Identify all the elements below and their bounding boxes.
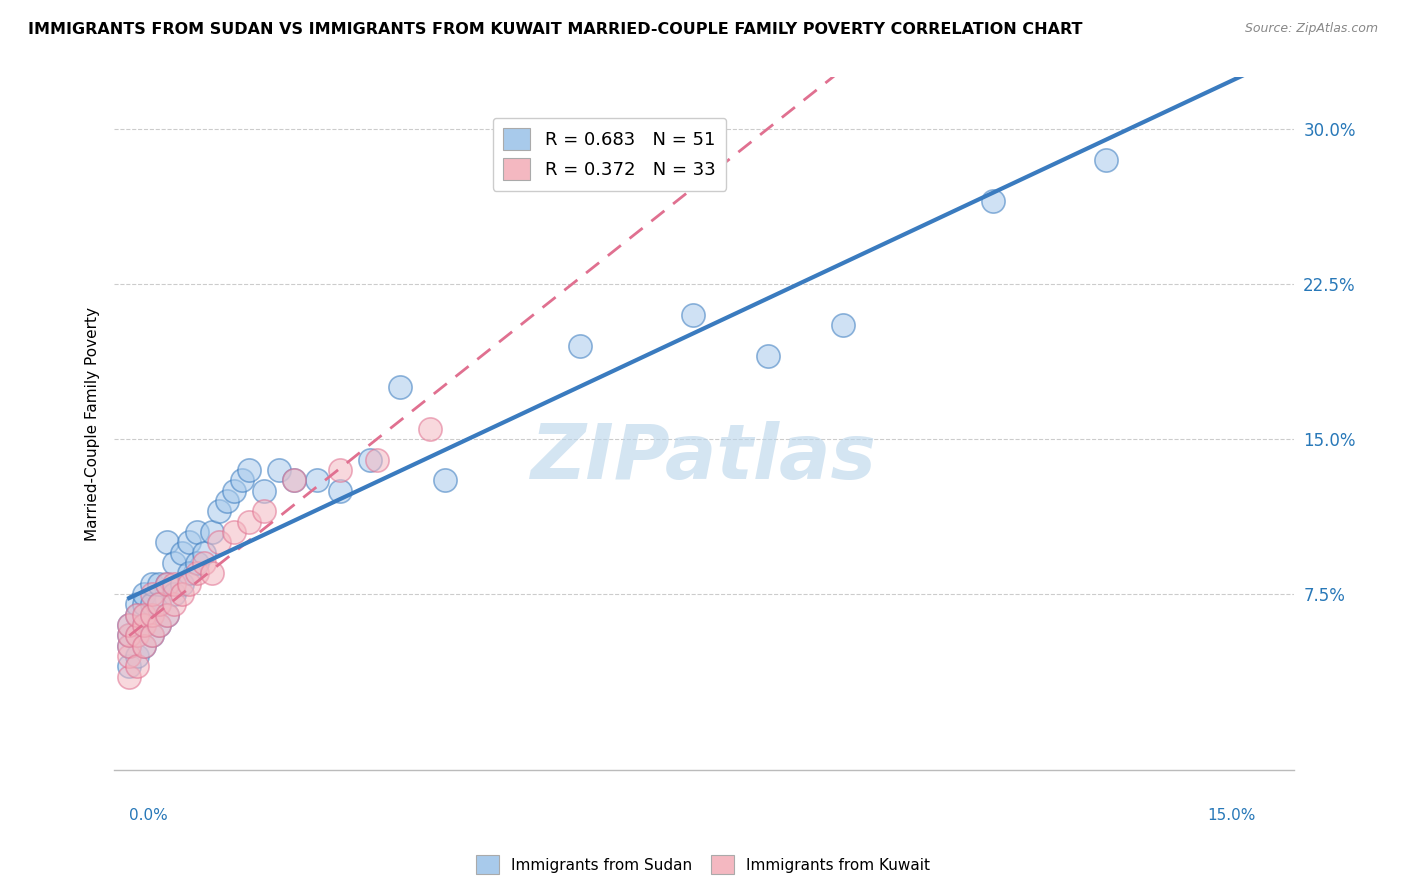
Point — [283, 473, 305, 487]
Point — [134, 618, 156, 632]
Point — [366, 452, 388, 467]
Point — [141, 628, 163, 642]
Point — [141, 587, 163, 601]
Point — [125, 628, 148, 642]
Point — [141, 597, 163, 611]
Point — [831, 318, 853, 333]
Point — [186, 566, 208, 581]
Point — [186, 524, 208, 539]
Point — [148, 618, 170, 632]
Legend: Immigrants from Sudan, Immigrants from Kuwait: Immigrants from Sudan, Immigrants from K… — [470, 849, 936, 880]
Point — [359, 452, 381, 467]
Point — [253, 504, 276, 518]
Point — [328, 483, 350, 498]
Point — [208, 535, 231, 549]
Point — [156, 576, 179, 591]
Point — [156, 607, 179, 622]
Point — [125, 607, 148, 622]
Point — [163, 576, 186, 591]
Point — [118, 628, 141, 642]
Point — [682, 308, 704, 322]
Point — [283, 473, 305, 487]
Point — [224, 483, 246, 498]
Point — [981, 194, 1004, 209]
Point — [186, 556, 208, 570]
Point — [170, 576, 193, 591]
Legend: R = 0.683   N = 51, R = 0.372   N = 33: R = 0.683 N = 51, R = 0.372 N = 33 — [492, 118, 727, 191]
Point — [201, 524, 224, 539]
Point — [134, 597, 156, 611]
Text: ZIPatlas: ZIPatlas — [531, 421, 877, 495]
Point — [193, 546, 215, 560]
Point — [215, 494, 238, 508]
Text: 0.0%: 0.0% — [129, 808, 167, 823]
Text: Source: ZipAtlas.com: Source: ZipAtlas.com — [1244, 22, 1378, 36]
Point — [125, 607, 148, 622]
Point — [1094, 153, 1116, 167]
Point — [118, 618, 141, 632]
Point — [179, 576, 201, 591]
Point — [433, 473, 456, 487]
Point — [118, 670, 141, 684]
Point — [224, 524, 246, 539]
Point — [179, 566, 201, 581]
Point — [163, 597, 186, 611]
Point — [118, 639, 141, 653]
Point — [148, 618, 170, 632]
Point — [756, 350, 779, 364]
Point — [238, 463, 260, 477]
Point — [134, 618, 156, 632]
Point — [125, 597, 148, 611]
Point — [419, 422, 441, 436]
Point — [179, 535, 201, 549]
Point — [208, 504, 231, 518]
Text: 15.0%: 15.0% — [1208, 808, 1256, 823]
Point — [148, 597, 170, 611]
Point — [156, 576, 179, 591]
Point — [148, 597, 170, 611]
Point — [134, 639, 156, 653]
Point — [125, 628, 148, 642]
Point — [231, 473, 253, 487]
Point — [141, 607, 163, 622]
Point — [141, 607, 163, 622]
Point — [118, 639, 141, 653]
Point — [156, 535, 179, 549]
Point — [253, 483, 276, 498]
Point — [388, 380, 411, 394]
Point — [269, 463, 291, 477]
Point — [201, 566, 224, 581]
Point — [148, 576, 170, 591]
Point — [170, 546, 193, 560]
Point — [125, 648, 148, 663]
Point — [141, 576, 163, 591]
Point — [156, 607, 179, 622]
Y-axis label: Married-Couple Family Poverty: Married-Couple Family Poverty — [86, 307, 100, 541]
Text: IMMIGRANTS FROM SUDAN VS IMMIGRANTS FROM KUWAIT MARRIED-COUPLE FAMILY POVERTY CO: IMMIGRANTS FROM SUDAN VS IMMIGRANTS FROM… — [28, 22, 1083, 37]
Point — [134, 639, 156, 653]
Point — [118, 628, 141, 642]
Point — [170, 587, 193, 601]
Point — [568, 339, 591, 353]
Point — [305, 473, 328, 487]
Point — [163, 587, 186, 601]
Point — [118, 618, 141, 632]
Point — [193, 556, 215, 570]
Point — [134, 587, 156, 601]
Point — [118, 659, 141, 673]
Point — [238, 515, 260, 529]
Point — [118, 648, 141, 663]
Point — [163, 556, 186, 570]
Point — [125, 659, 148, 673]
Point — [328, 463, 350, 477]
Point — [141, 628, 163, 642]
Point — [134, 607, 156, 622]
